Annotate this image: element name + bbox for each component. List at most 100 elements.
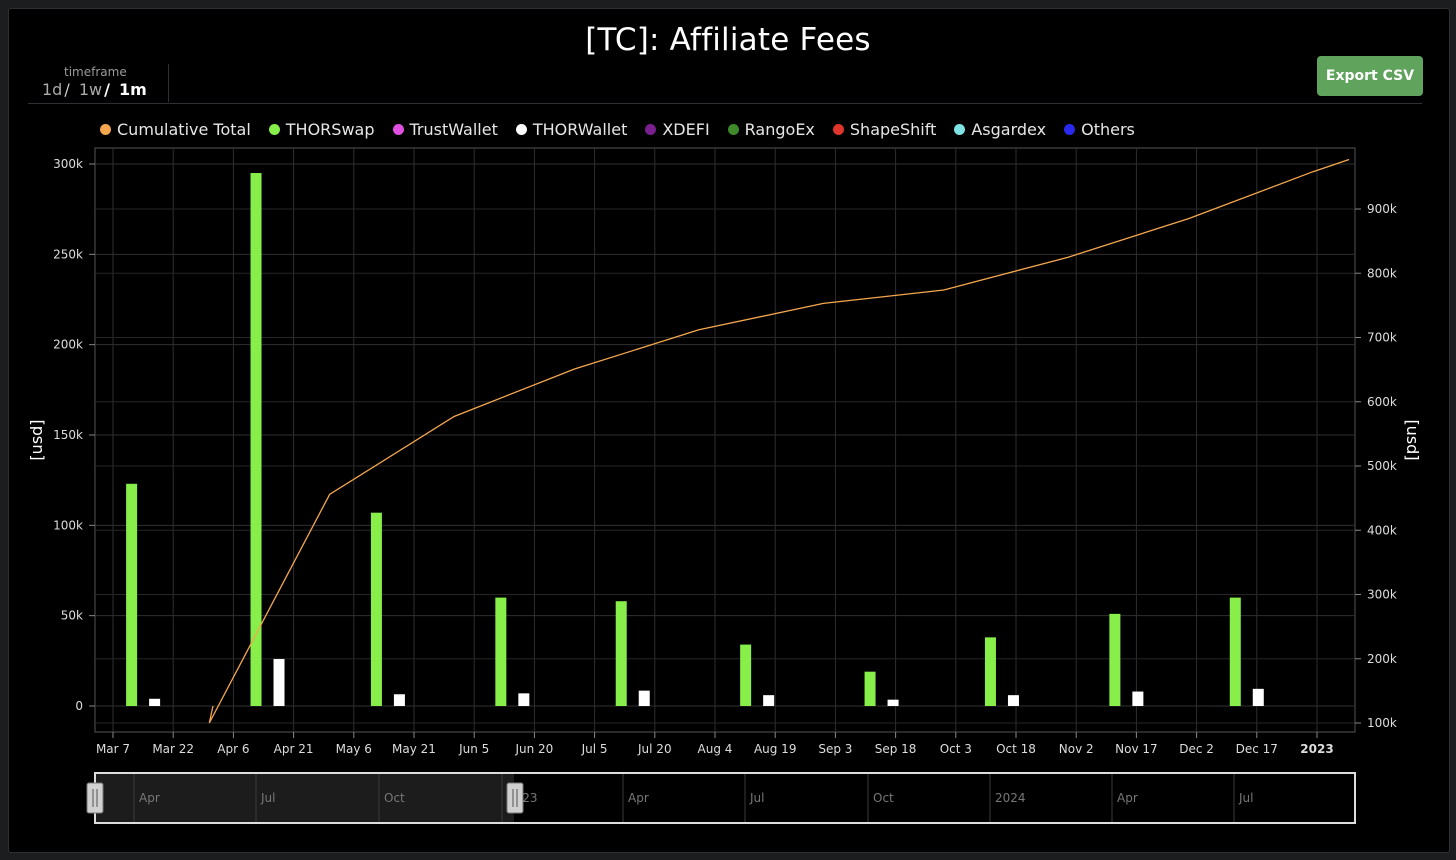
x-tick-label: Mar 22 — [152, 742, 194, 756]
navigator-label: 2024 — [995, 791, 1026, 805]
legend-label: Others — [1081, 119, 1135, 139]
bar-thorswap — [495, 597, 507, 706]
x-tick-label: Nov 2 — [1059, 742, 1094, 756]
bar-thorwallet — [1252, 688, 1264, 706]
y-tick-label: 50k — [61, 609, 83, 623]
legend-dot-icon — [832, 123, 844, 135]
x-tick-label: 2023 — [1300, 742, 1333, 756]
plot-area — [94, 147, 1356, 733]
legend-label: ShapeShift — [849, 119, 937, 139]
y-right-tick-label: 600k — [1367, 395, 1397, 409]
y-right-tick-label: 300k — [1367, 588, 1397, 602]
legend-item-asgardex[interactable]: Asgardex — [954, 120, 1046, 139]
legend-item-cumulative-total[interactable]: Cumulative Total — [100, 120, 251, 139]
range-navigator: AprJulOct2023AprJulOct2024AprJul — [86, 772, 1356, 824]
bar-thorswap — [126, 483, 138, 706]
legend-label: Asgardex — [971, 119, 1047, 139]
navigator-label: Oct — [384, 791, 405, 805]
x-tick-label: Nov 17 — [1115, 742, 1158, 756]
chart-title: [TC]: Affiliate Fees — [585, 22, 871, 58]
legend-item-thorwallet[interactable]: THORWallet — [515, 119, 628, 139]
bar-thorswap — [740, 644, 752, 706]
chart-panel — [8, 8, 1450, 853]
cumulative-total-line — [208, 158, 1350, 724]
legend-label: TrustWallet — [409, 119, 498, 139]
y-right-tick-label: 700k — [1367, 331, 1397, 345]
legend-label: XDEFI — [662, 119, 710, 139]
legend-label: THORWallet — [532, 119, 628, 139]
y-right-tick-label: 400k — [1367, 523, 1397, 537]
legend-label: RangoEx — [744, 119, 815, 139]
navigator-handle[interactable] — [506, 782, 524, 814]
legend-item-shapeshift[interactable]: ShapeShift — [832, 119, 937, 139]
bar-thorswap — [1109, 613, 1121, 706]
toolbar-divider — [168, 64, 169, 102]
x-tick-label: Sep 3 — [818, 742, 852, 756]
y-right-axis-title: [usd] — [1403, 419, 1422, 460]
x-tick-label: Aug 4 — [698, 742, 733, 756]
x-tick-label: Dec 2 — [1179, 742, 1214, 756]
legend-item-xdefi[interactable]: XDEFI — [645, 119, 710, 139]
x-tick-label: Apr 21 — [274, 742, 314, 756]
navigator-label: Apr — [1117, 791, 1138, 805]
timeframe-1w[interactable]: 1w — [78, 80, 103, 99]
bar-thorwallet — [887, 699, 899, 706]
bar-thorswap — [615, 601, 627, 706]
header-divider — [28, 103, 1422, 104]
legend-item-rangoex[interactable]: RangoEx — [727, 119, 815, 139]
export-csv-button[interactable]: Export CSV — [1317, 56, 1423, 96]
y-right-tick-label: 100k — [1367, 716, 1397, 730]
y-right-tick-label: 800k — [1367, 266, 1397, 280]
bar-thorswap — [864, 671, 876, 706]
y-tick-label: 250k — [53, 247, 83, 261]
x-tick-label: Mar 7 — [96, 742, 130, 756]
x-tick-label: Jul 20 — [637, 742, 672, 756]
legend-label: Cumulative Total — [117, 119, 251, 139]
timeframe-selector: 1d/ 1w/ 1m — [42, 80, 147, 99]
x-tick-label: Jul 5 — [581, 742, 608, 756]
legend-dot-icon — [392, 123, 404, 135]
legend-item-others[interactable]: Others — [1064, 120, 1135, 139]
bar-thorwallet — [273, 659, 285, 706]
x-tick-label: Apr 6 — [217, 742, 249, 756]
navigator-label: Jul — [260, 791, 275, 805]
legend-item-trustwallet[interactable]: TrustWallet — [392, 119, 498, 139]
bar-thorswap — [984, 637, 996, 706]
y-right-tick-label: 500k — [1367, 459, 1397, 473]
y-tick-label: 300k — [53, 157, 83, 171]
bar-thorwallet — [1007, 695, 1019, 706]
bar-thorwallet — [518, 693, 530, 706]
bar-thorwallet — [763, 695, 775, 706]
x-tick-label: Dec 17 — [1236, 742, 1278, 756]
legend-dot-icon — [515, 123, 527, 135]
bar-thorswap — [250, 173, 262, 707]
legend-item-thorswap[interactable]: THORSwap — [268, 119, 375, 139]
navigator-label: Apr — [628, 791, 649, 805]
x-tick-label: Jun 20 — [514, 742, 553, 756]
legend-dot-icon — [727, 123, 739, 135]
x-tick-label: Aug 19 — [754, 742, 797, 756]
navigator-label: Apr — [139, 791, 160, 805]
timeframe-1m[interactable]: 1m — [119, 80, 147, 99]
x-tick-label: Jun 5 — [458, 742, 489, 756]
y-tick-label: 150k — [53, 428, 83, 442]
timeframe-label: timeframe — [64, 65, 127, 79]
y-tick-label: 0 — [75, 699, 83, 713]
timeframe-separator: / — [64, 80, 70, 99]
timeframe-separator: / — [104, 80, 110, 99]
x-tick-label: May 6 — [336, 742, 372, 756]
legend-dot-icon — [645, 123, 657, 135]
bar-thorswap — [370, 512, 382, 706]
legend-dot-icon — [268, 123, 280, 135]
navigator-handle[interactable] — [86, 782, 104, 814]
x-tick-label: Oct 3 — [940, 742, 972, 756]
bar-thorswap — [1229, 597, 1241, 706]
y-tick-label: 200k — [53, 338, 83, 352]
legend-label: THORSwap — [285, 119, 375, 139]
legend-dot-icon — [954, 123, 966, 135]
timeframe-1d[interactable]: 1d — [42, 80, 63, 99]
y-axis-title: [usd] — [27, 419, 46, 460]
bar-thorwallet — [1132, 691, 1144, 706]
bar-thorwallet — [393, 694, 405, 706]
